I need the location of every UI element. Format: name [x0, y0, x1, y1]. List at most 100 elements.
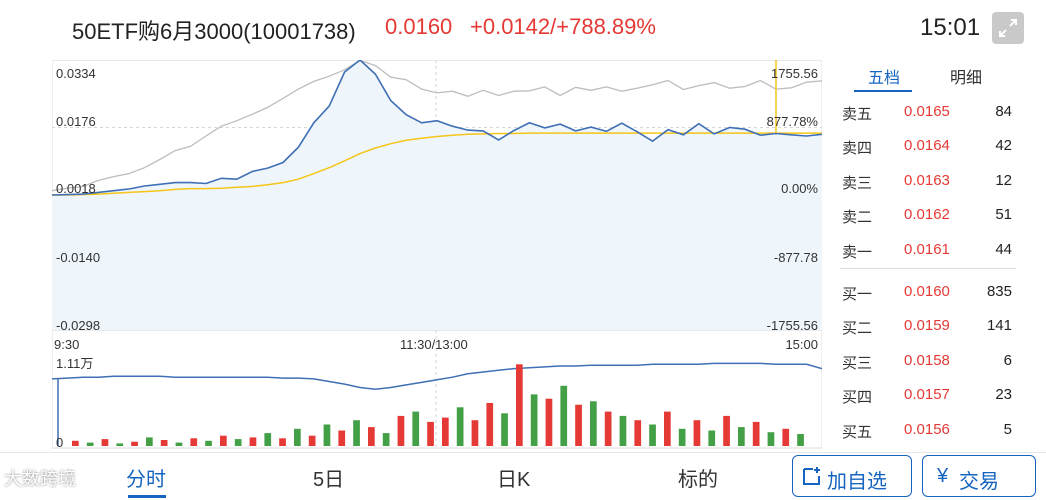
- level-name: 卖三: [842, 175, 873, 192]
- level-name: 买一: [842, 286, 873, 303]
- volume-bar: [723, 415, 730, 446]
- level-price: 0.0160: [904, 283, 950, 300]
- y-right-label: -1755.56: [766, 318, 818, 333]
- level-price: 0.0165: [904, 103, 950, 120]
- volume-bar: [427, 421, 434, 446]
- level-name: 买五: [842, 424, 873, 441]
- bottom-bar: 分时 5日 日K 标的 加自选 ¥ 交易 大数跨境: [0, 452, 1046, 500]
- volume-bar: [72, 440, 79, 446]
- level-volume: 51: [995, 206, 1012, 223]
- volume-bar: [738, 427, 745, 446]
- volume-bar: [516, 364, 523, 446]
- volume-bar: [604, 411, 612, 446]
- volume-bar: [220, 435, 227, 446]
- volume-bar: [234, 439, 242, 446]
- option-title: 50ETF购6月3000(10001738): [72, 19, 356, 44]
- level-name: 卖一: [842, 244, 873, 261]
- level-name: 卖二: [842, 209, 873, 226]
- volume-bar: [456, 407, 464, 446]
- volume-bar: [708, 430, 716, 446]
- level-price: 0.0159: [904, 317, 950, 334]
- add-watchlist-icon: [803, 467, 820, 485]
- book-divider: [840, 268, 1016, 269]
- buy-row: 买五 0.0156 5: [832, 413, 1022, 447]
- y-right-label: 1755.56: [771, 66, 818, 81]
- y-left-label: -0.0298: [56, 318, 101, 333]
- sell-row: 卖四 0.0164 42: [832, 129, 1022, 163]
- x-label-midday: 11:30/13:00: [400, 337, 468, 352]
- volume-bar: [501, 413, 508, 446]
- volume-bar: [146, 437, 153, 446]
- level-price: 0.0157: [904, 386, 950, 403]
- volume-bar: [412, 411, 420, 446]
- tab-five-day[interactable]: 5日: [313, 469, 345, 491]
- volume-bar: [545, 398, 553, 446]
- expand-button[interactable]: [992, 12, 1024, 44]
- volume-bar: [205, 440, 212, 446]
- level-name: 买四: [842, 389, 873, 406]
- y-right-label: -877.78: [773, 250, 818, 265]
- volume-bar: [634, 420, 642, 446]
- price-line: [52, 60, 822, 196]
- reference-line: [52, 60, 822, 192]
- volume-bar: [471, 420, 479, 446]
- volume-bar: [175, 442, 183, 446]
- bottom-tab-indicator: [128, 495, 166, 498]
- sell-row: 卖三 0.0163 12: [832, 164, 1022, 198]
- volume-zero-label: 0: [56, 435, 64, 450]
- order-book-panel: 五档 明细 卖五 0.0165 84 卖四 0.0164 42 卖三 0.016…: [832, 58, 1022, 450]
- level-name: 卖四: [842, 140, 873, 157]
- volume-bar: [575, 404, 582, 446]
- level-price: 0.0161: [904, 241, 950, 258]
- level-volume: 23: [995, 386, 1012, 403]
- volume-bar: [249, 437, 257, 446]
- level-name: 买三: [842, 355, 873, 372]
- price-change: +0.0142/+788.89%: [470, 14, 656, 39]
- volume-bar: [649, 424, 656, 446]
- level-volume: 835: [986, 283, 1012, 300]
- volume-bar: [264, 433, 272, 446]
- volume-bar: [160, 440, 168, 446]
- buy-row: 买一 0.0160 835: [832, 275, 1022, 309]
- y-left-label: 0.0018: [56, 181, 96, 196]
- volume-bar: [116, 443, 124, 446]
- price-area: [52, 60, 822, 330]
- average-price-line: [52, 132, 822, 196]
- yen-icon: ¥: [937, 465, 949, 487]
- volume-bar: [323, 424, 331, 446]
- volume-max-label: 1.11万: [56, 356, 94, 371]
- y-left-label: -0.0140: [56, 250, 101, 265]
- tab-daily-k[interactable]: 日K: [497, 469, 531, 491]
- volume-bar: [294, 428, 301, 446]
- tab-five-levels[interactable]: 五档: [868, 70, 901, 87]
- volume-bar: [590, 401, 597, 446]
- tab-underlying[interactable]: 标的: [678, 469, 718, 491]
- volume-bar: [382, 433, 390, 446]
- volume-bar: [767, 432, 775, 446]
- level-price: 0.0162: [904, 206, 950, 223]
- trade-button[interactable]: ¥ 交易: [922, 455, 1036, 497]
- x-label-open: 9:30: [54, 337, 80, 352]
- volume-bar: [190, 438, 198, 446]
- current-time: 15:01: [920, 14, 981, 41]
- volume-bar: [782, 428, 790, 446]
- expand-arrows-icon: [999, 19, 1017, 37]
- volume-bar: [86, 442, 94, 446]
- intraday-chart[interactable]: 0.0334 0.0176 0.0018 -0.0140 -0.0298 175…: [52, 60, 822, 450]
- add-watchlist-button[interactable]: 加自选: [792, 455, 912, 497]
- sell-row: 卖二 0.0162 51: [832, 198, 1022, 232]
- volume-bar: [279, 438, 286, 446]
- level-volume: 44: [995, 241, 1012, 258]
- level-name: 卖五: [842, 106, 873, 123]
- volume-bar: [693, 420, 701, 446]
- volume-bar: [560, 385, 568, 446]
- volume-bar: [797, 434, 804, 446]
- order-book-tabs: 五档 明细: [832, 58, 1022, 92]
- tab-details[interactable]: 明细: [950, 70, 983, 87]
- level-volume: 141: [986, 317, 1012, 334]
- sell-row: 卖一 0.0161 44: [832, 233, 1022, 267]
- level-price: 0.0156: [904, 421, 950, 438]
- tab-intraday[interactable]: 分时: [126, 469, 166, 491]
- volume-bar: [619, 415, 627, 446]
- volume-bar: [486, 403, 494, 446]
